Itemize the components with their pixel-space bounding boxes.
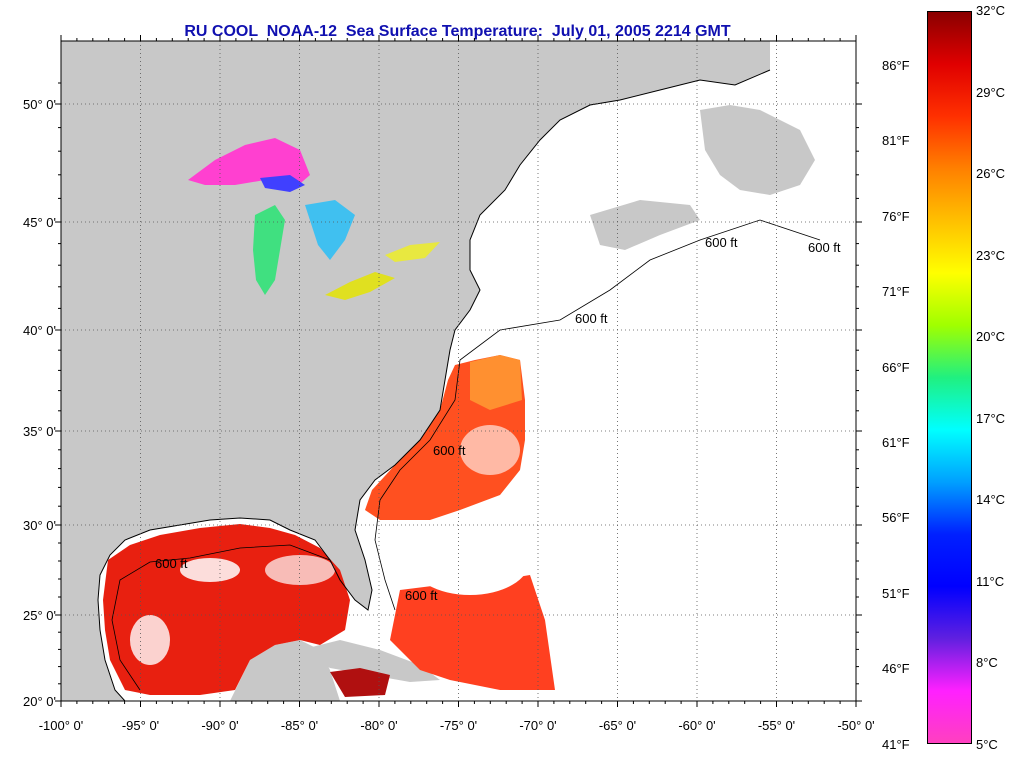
longitude-label: -95° 0' <box>122 718 159 733</box>
cloud-patch <box>410 525 530 595</box>
lake-huron <box>305 200 355 260</box>
land-mass <box>61 41 770 701</box>
latitude-label: 45° 0' <box>23 215 56 230</box>
longitude-label: -60° 0' <box>678 718 715 733</box>
longitude-label: -80° 0' <box>360 718 397 733</box>
contour-label: 600 ft <box>575 311 608 326</box>
newfoundland <box>700 105 815 195</box>
grid <box>61 41 856 701</box>
celsius-label: 14°C <box>976 492 1006 507</box>
celsius-label: 29°C <box>976 84 1006 100</box>
colorbar <box>927 11 972 744</box>
fahrenheit-label: 51°F <box>882 585 910 601</box>
longitude-labels: -100° 0' -95° 0' -90° 0' -85° 0' -80° 0' -75°… <box>39 718 875 733</box>
depth-contour-gulf <box>111 544 331 691</box>
lake-michigan <box>253 205 285 295</box>
sst-atlantic-south <box>390 575 555 690</box>
cloud-patch <box>265 555 335 585</box>
longitude-label: -55° 0' <box>758 718 795 733</box>
lake-erie <box>325 272 395 300</box>
latitude-label: 25° 0' <box>23 608 56 623</box>
fahrenheit-label: 81°F <box>882 133 910 149</box>
latitude-label: 50° 0' <box>23 97 56 112</box>
lake-ontario <box>385 242 440 262</box>
longitude-label: -90° 0' <box>201 718 238 733</box>
celsius-label: 17°C <box>976 410 1006 426</box>
contour-label: 600 ft <box>705 235 738 250</box>
celsius-label: 32°C <box>976 3 1006 18</box>
celsius-label: 8°C <box>976 655 998 670</box>
cloud-patch <box>460 425 520 475</box>
fahrenheit-label: 41°F <box>882 736 910 752</box>
cuba <box>300 640 440 682</box>
celsius-label: 26°C <box>976 166 1006 181</box>
celsius-label: 5°C <box>976 736 998 752</box>
fahrenheit-label: 71°F <box>882 284 910 300</box>
axis-ticks <box>55 35 862 707</box>
lake-superior-east <box>260 175 305 192</box>
sst-atlantic-north <box>470 355 522 410</box>
cloud-patch <box>130 615 170 665</box>
fahrenheit-label: 86°F <box>882 58 910 73</box>
longitude-label: -50° 0' <box>837 718 874 733</box>
latitude-label: 30° 0' <box>23 518 56 533</box>
map-title: RU COOL NOAA-12 Sea Surface Temperature:… <box>184 23 731 40</box>
fahrenheit-label: 46°F <box>882 661 910 677</box>
latitude-label: 35° 0' <box>23 424 56 439</box>
latitude-label: 40° 0' <box>23 323 56 338</box>
contour-label: 600 ft <box>808 240 841 255</box>
celsius-label: 11°C <box>976 573 1005 589</box>
celsius-label: 20°C <box>976 329 1006 344</box>
coastline <box>97 69 771 701</box>
sst-caribbean <box>330 668 390 697</box>
depth-contour <box>374 219 821 611</box>
celsius-label: 23°C <box>976 247 1006 263</box>
longitude-label: -85° 0' <box>281 718 318 733</box>
longitude-label: -100° 0' <box>39 718 84 733</box>
lake-superior <box>188 138 310 188</box>
latitude-label: 20° 0' <box>23 694 56 709</box>
latitude-labels: 20° 0' 25° 0' 30° 0' 35° 0' 40° 0' 45° 0' 50° … <box>23 97 56 709</box>
contour-label: 600 ft <box>405 588 438 603</box>
longitude-label: -70° 0' <box>519 718 556 733</box>
contour-label: 600 ft <box>155 556 188 571</box>
fahrenheit-label: 61°F <box>882 435 910 450</box>
contour-label: 600 ft <box>433 443 466 458</box>
fahrenheit-label: 66°F <box>882 359 910 375</box>
cloud-patch <box>180 558 240 582</box>
longitude-label: -75° 0' <box>440 718 477 733</box>
fahrenheit-label: 76°F <box>882 208 910 224</box>
fahrenheit-label: 56°F <box>882 510 910 526</box>
longitude-label: -65° 0' <box>599 718 636 733</box>
